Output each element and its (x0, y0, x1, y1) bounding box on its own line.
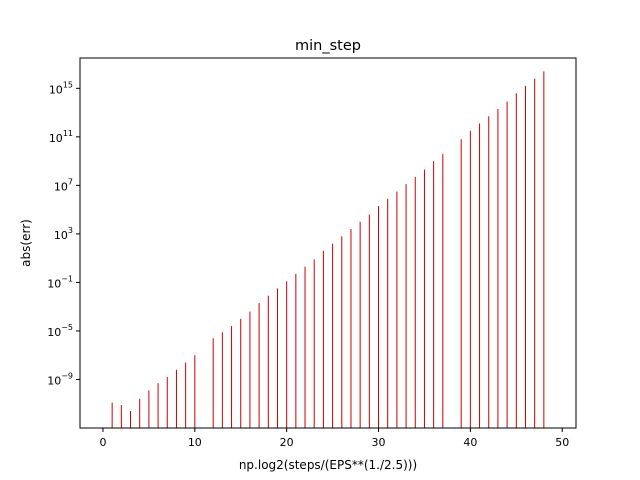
x-tick-label: 10 (188, 436, 202, 449)
x-tick-label: 30 (372, 436, 386, 449)
y-axis-label: abs(err) (19, 219, 33, 267)
plot-area-frame (79, 57, 577, 429)
x-tick-label: 20 (280, 436, 294, 449)
chart-title: min_step (295, 38, 361, 54)
x-tick-label: 0 (99, 436, 106, 449)
bars-group (111, 71, 545, 428)
x-tick-label: 40 (463, 436, 477, 449)
x-axis-label: np.log2(steps/(EPS**(1./2.5))) (239, 458, 417, 472)
x-tick-label: 50 (555, 436, 569, 449)
x-ticks-group: 0 10 20 30 40 50 (99, 428, 569, 449)
